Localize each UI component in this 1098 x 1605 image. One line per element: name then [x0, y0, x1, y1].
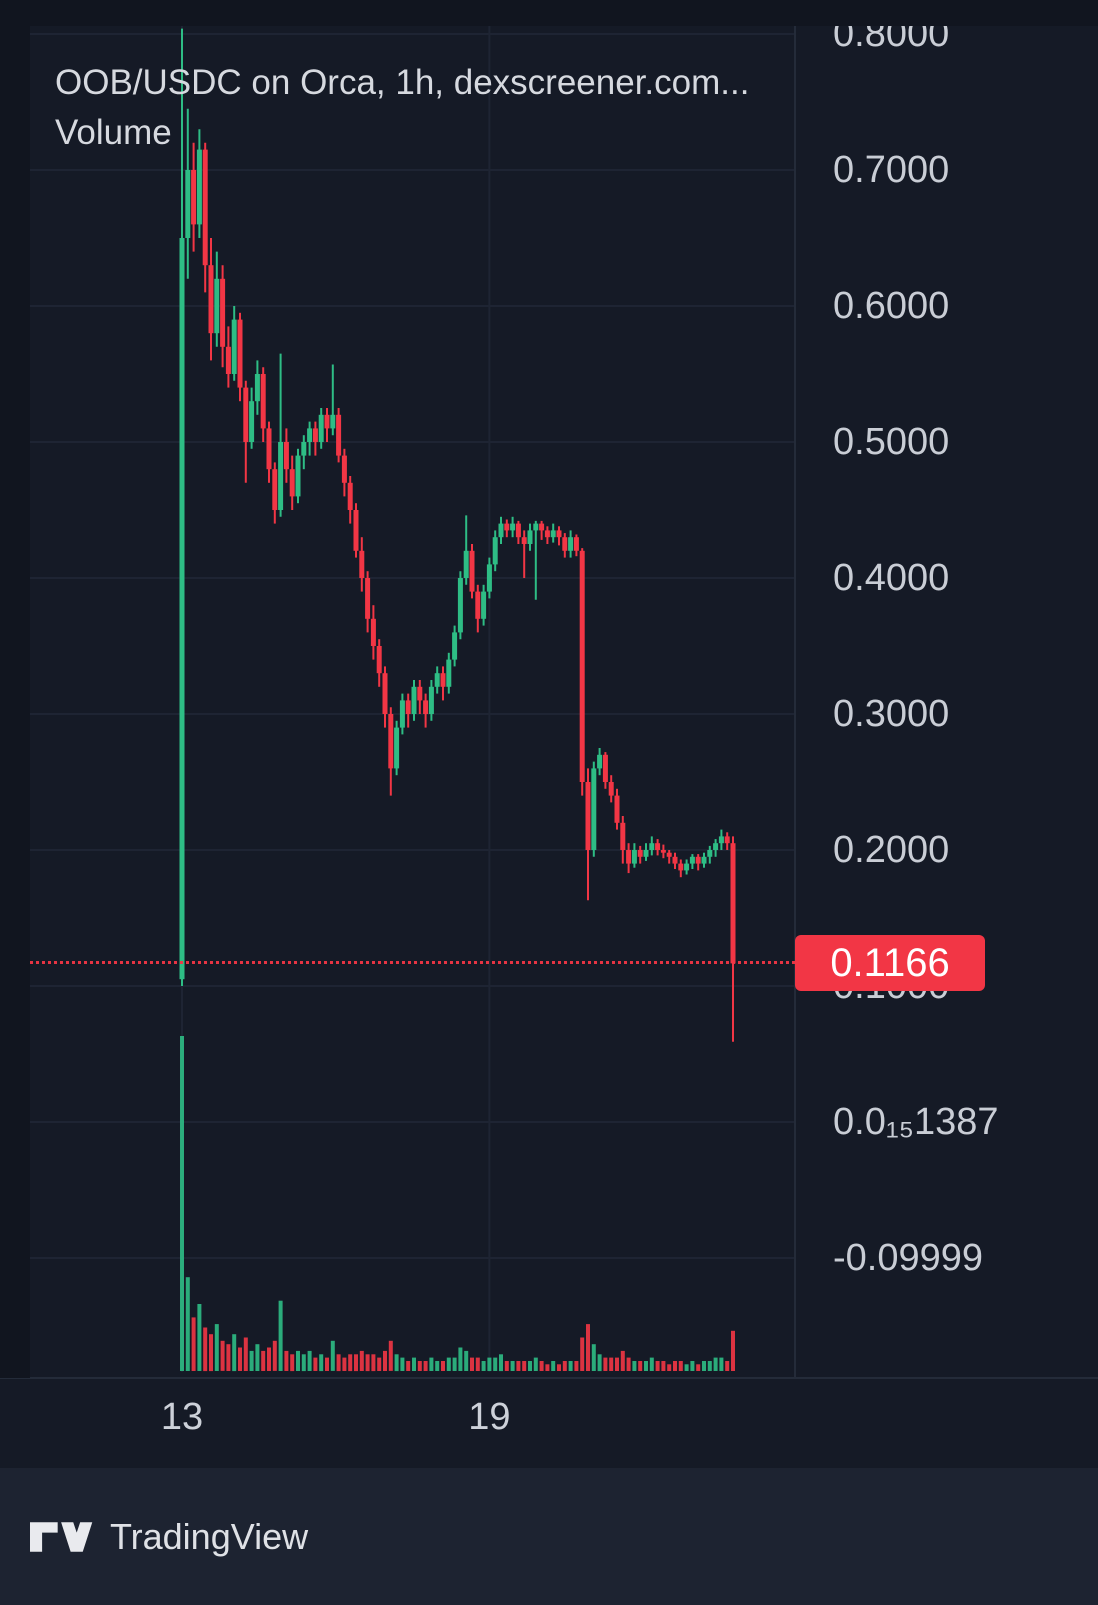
top-gutter — [0, 0, 1098, 26]
tradingview-brand[interactable]: TradingView — [110, 1515, 309, 1557]
left-gutter — [0, 0, 30, 1378]
price-axis-label: 0.4000 — [833, 557, 950, 599]
price-axis-label: 0.7000 — [833, 149, 950, 191]
chart-pane[interactable] — [30, 26, 795, 1372]
price-axis-label: 0.3000 — [833, 693, 950, 735]
current-price-badge: 0.1166 — [795, 935, 985, 992]
volume-label: Volume — [55, 113, 172, 152]
chart-title: OOB/USDC on Orca, 1h, dexscreener.com... — [55, 63, 750, 102]
price-axis-label: 0.2000 — [833, 829, 950, 871]
price-axis-label: 0.5000 — [833, 421, 950, 463]
current-price-value: 0.1166 — [830, 940, 950, 985]
footer: TradingView — [0, 1468, 1098, 1605]
chart-canvas — [0, 0, 1098, 1379]
price-axis-label: 0.0₁₅1387 — [833, 1101, 999, 1143]
volume-bars — [180, 1036, 735, 1372]
price-axis-label: 0.6000 — [833, 285, 950, 327]
tradingview-logo[interactable] — [30, 1515, 94, 1559]
price-axis[interactable]: 0.8000 0.7000 0.6000 0.5000 0.4000 0.3000 0.20… — [795, 0, 1098, 1378]
time-axis[interactable]: 13 19 — [0, 1378, 1098, 1468]
time-axis-label: 13 — [160, 1396, 204, 1438]
current-price-line — [30, 961, 795, 965]
price-axis-label: -0.09999 — [833, 1236, 984, 1279]
chart-legend: OOB/USDC on Orca, 1h, dexscreener.com...… — [55, 58, 749, 158]
candles-series — [179, 28, 736, 1042]
time-axis-label: 19 — [468, 1396, 511, 1438]
